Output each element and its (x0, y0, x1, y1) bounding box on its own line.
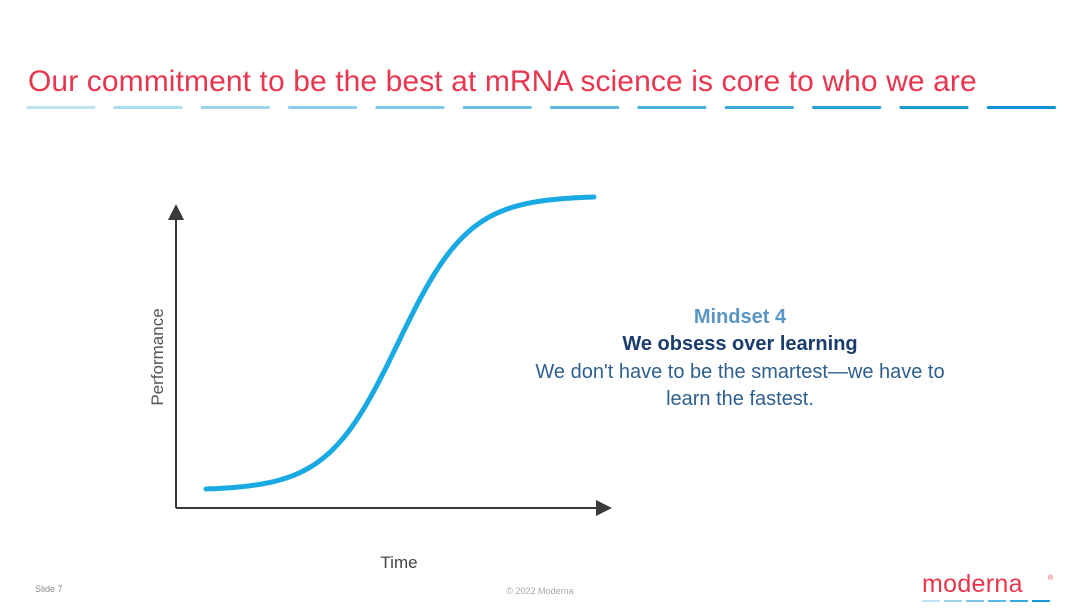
title-dash (724, 106, 794, 109)
title-dash (113, 106, 183, 109)
logo-dash (966, 600, 984, 602)
mindset-body-line1: We don't have to be the smartest—we have… (535, 361, 945, 383)
title-dash (288, 106, 358, 109)
x-axis-label: Time (380, 553, 418, 572)
logo-dash (922, 600, 940, 602)
title-dash (26, 106, 96, 109)
mindset-heading: We obsess over learning (622, 333, 858, 355)
registered-mark: ® (1048, 575, 1054, 582)
title-dash (375, 106, 445, 109)
s-curve-line (203, 194, 597, 492)
copyright-notice: © 2022 Moderna (506, 586, 574, 596)
mindset-body: We don't have to be the smartest—we have… (470, 359, 1010, 413)
slide-number: Slide 7 (35, 584, 63, 594)
title-dash (462, 106, 532, 109)
title-dash (637, 106, 707, 109)
title-dash (986, 106, 1056, 109)
mindset-body-line2: learn the fastest. (666, 388, 814, 410)
logo-underline-dashes (922, 600, 1050, 602)
slide-title: Our commitment to be the best at mRNA sc… (28, 65, 977, 98)
title-dash (812, 106, 882, 109)
y-axis-label: Performance (148, 308, 167, 406)
title-dash (550, 106, 620, 109)
title-dash (200, 106, 270, 109)
moderna-logo: moderna (922, 570, 1023, 598)
title-underline-dashes (26, 106, 1056, 109)
mindset-label: Mindset 4 (693, 306, 787, 328)
logo-dash (988, 600, 1006, 602)
logo-dash (944, 600, 962, 602)
logo-dash (1010, 600, 1028, 602)
logo-dash (1032, 600, 1050, 602)
title-dash (899, 106, 969, 109)
